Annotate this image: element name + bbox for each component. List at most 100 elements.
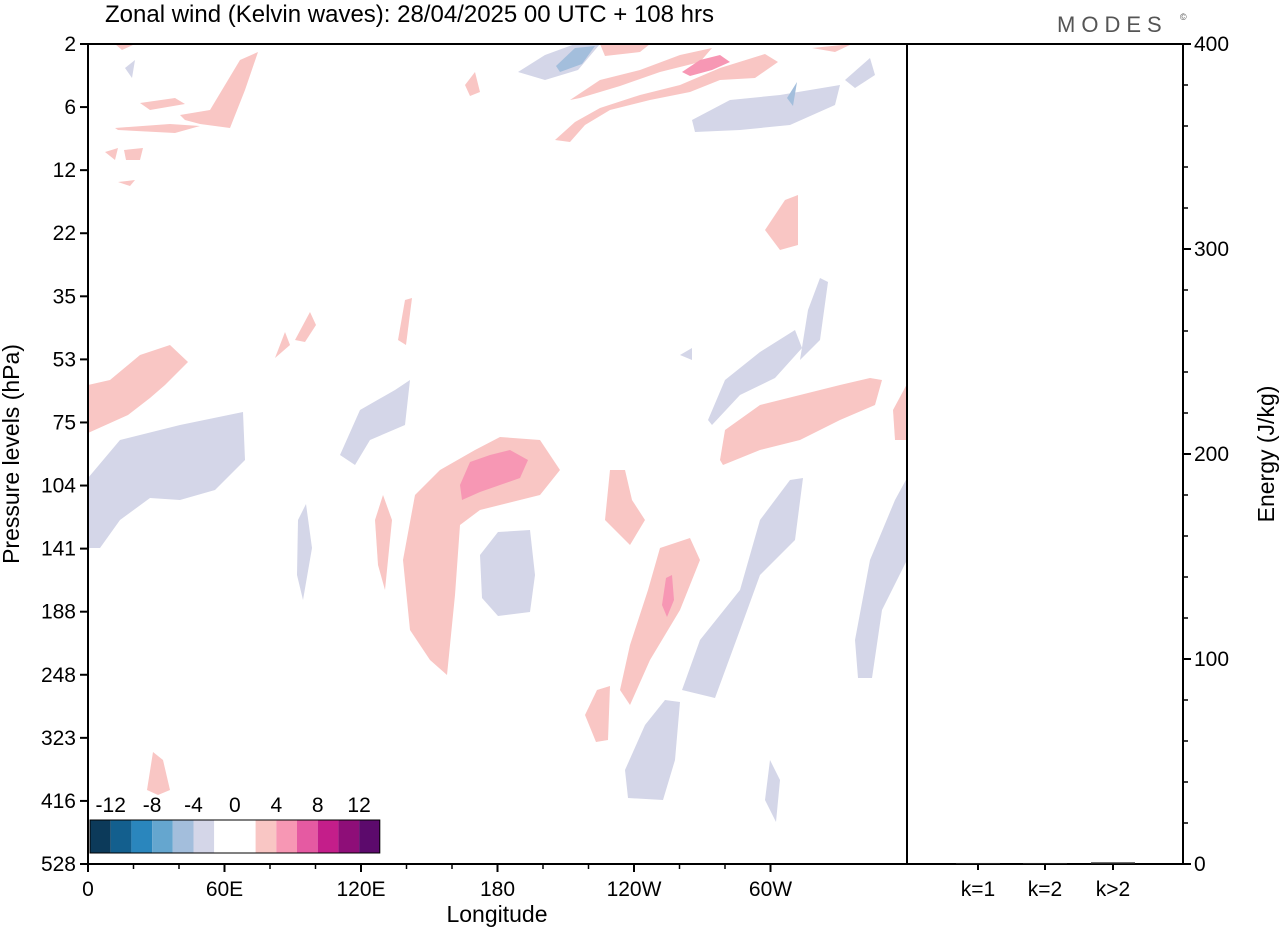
colorbar-swatch: [193, 820, 215, 853]
k-label: k=1: [961, 878, 995, 901]
positive-region: [605, 470, 645, 545]
y-tick-label: 416: [41, 790, 76, 813]
k-label: k=2: [1028, 878, 1062, 901]
y-tick-label: 75: [53, 411, 76, 434]
modes-logo: MODES: [1057, 12, 1168, 37]
negative-region: [800, 278, 828, 360]
positive-region: [180, 52, 258, 128]
negative-region: [680, 348, 692, 360]
x-tick-label: 120W: [607, 878, 662, 901]
positive-region: [147, 752, 170, 795]
modes-logo-mark: ©: [1180, 12, 1187, 22]
positive-region: [140, 98, 185, 110]
colorbar-swatch: [234, 820, 256, 853]
y-tick-label: 22: [53, 222, 76, 245]
x-tick-label: 0: [82, 878, 94, 901]
positive-core: [662, 575, 674, 617]
negative-region: [855, 478, 907, 678]
colorbar-swatch: [338, 820, 360, 853]
colorbar-label: 8: [312, 794, 324, 817]
positive-region: [375, 495, 392, 590]
positive-region: [555, 54, 778, 142]
energy-tick-label: 100: [1194, 648, 1229, 671]
colorbar-label: 12: [347, 794, 370, 817]
x-tick-label: 120E: [336, 878, 385, 901]
y-tick-label: 141: [41, 538, 76, 561]
colorbar-swatch: [214, 820, 235, 853]
negative-region: [625, 700, 680, 800]
negative-region: [765, 760, 780, 822]
positive-region: [124, 148, 143, 160]
energy-axis-label: Energy (J/kg): [1253, 386, 1279, 523]
positive-region: [600, 44, 650, 56]
negative-region: [88, 412, 245, 548]
negative-region: [682, 478, 803, 698]
positive-region: [465, 72, 480, 96]
negative-core: [787, 82, 797, 106]
y-tick-label: 53: [53, 348, 76, 371]
positive-region: [105, 148, 118, 160]
colorbar-label: -4: [184, 794, 203, 817]
positive-region: [893, 384, 907, 440]
y-tick-label: 323: [41, 727, 76, 750]
negative-region: [480, 530, 535, 616]
positive-core: [460, 450, 528, 500]
positive-region: [295, 312, 316, 342]
energy-tick-label: 200: [1194, 443, 1229, 466]
negative-region: [845, 58, 875, 88]
positive-region: [720, 378, 882, 465]
energy-bars: [956, 862, 1135, 864]
positive-region: [812, 44, 852, 52]
k-label: k>2: [1096, 878, 1130, 901]
y-tick-label: 35: [53, 285, 76, 308]
positive-region: [88, 345, 188, 433]
colorbar-swatch: [317, 820, 339, 853]
y-axis-ticks: 2 6 12 22 35 53 75 104 141 188 248 323 416 528: [41, 33, 88, 876]
x-axis-label: Longitude: [446, 901, 547, 927]
y-tick-label: 188: [41, 601, 76, 624]
energy-bar: [956, 862, 1000, 864]
positive-region: [275, 332, 290, 358]
positive-region: [585, 686, 610, 742]
y-tick-label: 6: [64, 96, 76, 119]
positive-region: [115, 44, 135, 50]
colorbar-label: -8: [143, 794, 162, 817]
colorbar-swatch: [172, 820, 194, 853]
energy-tick-label: 300: [1194, 238, 1229, 261]
negative-region: [340, 380, 410, 465]
hovmoller-panel: 0 60E 120E 180 120W 60W 2 6 12 22 35 53 75 104 141 188…: [0, 33, 908, 927]
positive-core: [682, 55, 730, 76]
x-tick-label: 60E: [206, 878, 243, 901]
colorbar-label: 4: [270, 794, 282, 817]
colorbar-swatch: [152, 820, 173, 853]
positive-region: [620, 538, 700, 705]
energy-bar: [1023, 862, 1067, 864]
energy-tick-label: 400: [1194, 33, 1229, 56]
colorbar-frame: [89, 819, 381, 854]
y-axis-label: Pressure levels (hPa): [0, 344, 24, 564]
x-axis-ticks: 0 60E 120E 180 120W 60W: [82, 864, 792, 901]
energy-tick-label: 0: [1194, 853, 1206, 876]
colorbar-swatch: [110, 820, 132, 853]
positive-region: [115, 124, 200, 133]
negative-region: [708, 330, 802, 425]
y-tick-label: 12: [53, 159, 76, 182]
colorbar-label: -12: [96, 794, 126, 817]
wavenumber-labels: k=1 k=2 k>2: [961, 864, 1130, 901]
colorbar-swatch: [90, 820, 111, 853]
colorbar-swatch: [297, 820, 318, 853]
negative-region: [692, 85, 840, 132]
y-tick-label: 104: [41, 475, 76, 498]
positive-region: [570, 48, 712, 100]
wind-anomaly-contours: [88, 44, 907, 822]
colorbar: -12 -8 -4 0 4 8 12: [89, 794, 381, 854]
negative-region: [297, 504, 312, 600]
energy-panel: 0 100 200 300 400 k=1 k=2 k>2 Energy (J/kg): [906, 33, 1279, 901]
energy-plot-frame: [906, 43, 1184, 865]
colorbar-swatch: [255, 820, 277, 853]
y-tick-label: 528: [41, 853, 76, 876]
colorbar-swatch: [276, 820, 297, 853]
colorbar-label: 0: [229, 794, 241, 817]
energy-axis-ticks: 0 100 200 300 400: [1183, 33, 1229, 876]
